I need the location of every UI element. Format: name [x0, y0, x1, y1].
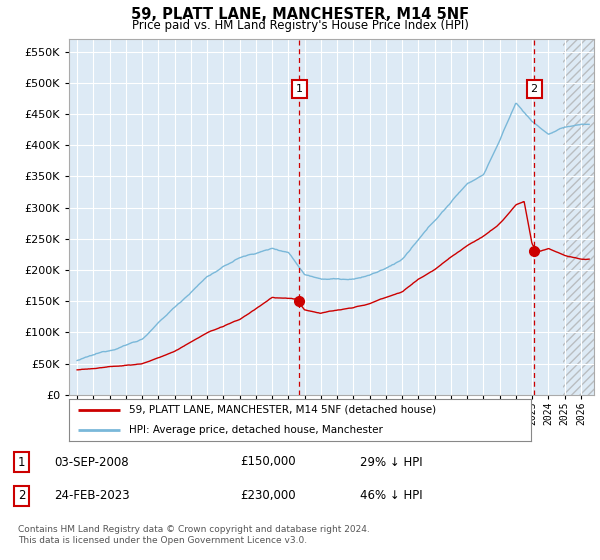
Text: HPI: Average price, detached house, Manchester: HPI: Average price, detached house, Manc…: [129, 424, 383, 435]
Text: 59, PLATT LANE, MANCHESTER, M14 5NF (detached house): 59, PLATT LANE, MANCHESTER, M14 5NF (det…: [129, 405, 436, 415]
Text: Contains HM Land Registry data © Crown copyright and database right 2024.
This d: Contains HM Land Registry data © Crown c…: [18, 525, 370, 545]
Text: 03-SEP-2008: 03-SEP-2008: [54, 455, 128, 469]
Text: 24-FEB-2023: 24-FEB-2023: [54, 489, 130, 502]
Text: 46% ↓ HPI: 46% ↓ HPI: [360, 489, 422, 502]
Text: 1: 1: [18, 455, 25, 469]
Polygon shape: [563, 39, 594, 395]
Text: 29% ↓ HPI: 29% ↓ HPI: [360, 455, 422, 469]
Text: 2: 2: [18, 489, 25, 502]
Text: 59, PLATT LANE, MANCHESTER, M14 5NF: 59, PLATT LANE, MANCHESTER, M14 5NF: [131, 7, 469, 22]
Text: Price paid vs. HM Land Registry's House Price Index (HPI): Price paid vs. HM Land Registry's House …: [131, 19, 469, 32]
Text: 1: 1: [296, 84, 303, 94]
Text: £150,000: £150,000: [240, 455, 296, 469]
Text: 2: 2: [530, 84, 538, 94]
Text: £230,000: £230,000: [240, 489, 296, 502]
